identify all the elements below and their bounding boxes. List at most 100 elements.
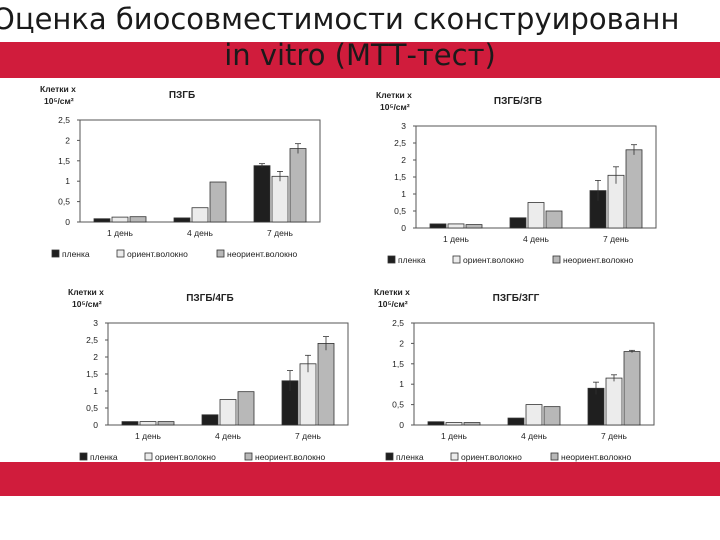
- bar-2: [111, 216, 129, 223]
- y-axis-label-line1: Клетки х: [68, 287, 104, 297]
- y-tick-label: 0,5: [392, 400, 404, 410]
- bar-2: [525, 404, 543, 426]
- y-tick-label: 1: [401, 189, 406, 199]
- legend-label: ориент.волокно: [461, 452, 522, 462]
- y-tick-label: 1,5: [86, 369, 98, 379]
- bar-3: [209, 181, 227, 223]
- y-tick-label: 2: [65, 135, 70, 145]
- legend-label: пленка: [396, 452, 424, 462]
- chart-svg: Клетки х 10⁵/см² ПЗГБ/ЗГВ 0 0,5 1 1,5 2 2,5 3 1 де…: [376, 90, 657, 265]
- chart-svg: Клетки х 10⁵/см² ПЗГБ/ЗГГ 0 0,5 1 1,5 2 2,5 1 ден…: [374, 287, 655, 462]
- bar-1: [507, 417, 525, 426]
- bar-2: [219, 399, 237, 426]
- legend-swatch: [216, 249, 225, 258]
- slide-title-line2: in vitro (МТТ-тест): [224, 38, 496, 72]
- bar-2: [299, 363, 317, 426]
- bottom-red-band: [0, 462, 720, 496]
- bar-3: [625, 149, 643, 229]
- bar-1: [427, 421, 445, 426]
- y-tick-label: 0,5: [394, 206, 406, 216]
- legend-swatch: [385, 452, 394, 461]
- bar-3: [543, 406, 561, 426]
- y-tick-label: 0,5: [86, 403, 98, 413]
- legend-label: неориент.волокно: [563, 255, 634, 265]
- y-tick-label: 0: [93, 420, 98, 430]
- y-axis-label-line2: 10⁵/см²: [72, 299, 102, 309]
- chart-panel-2: Клетки х 10⁵/см² ПЗГБ/ЗГВ 0 0,5 1 1,5 2 2,5 3 1 де…: [368, 88, 668, 278]
- bar-2: [605, 377, 623, 426]
- bar-1: [429, 223, 447, 229]
- bar-2: [447, 223, 465, 229]
- bar-3: [463, 422, 481, 426]
- legend-label: ориент.волокно: [155, 452, 216, 462]
- chart-svg: Клетки х 10⁵/см² ПЗГБ 0 0,5 1 1,5 2 2,5 1 день 4 д…: [40, 84, 321, 259]
- legend-swatch: [244, 452, 253, 461]
- y-tick-label: 3: [401, 121, 406, 131]
- legend-swatch: [51, 249, 60, 258]
- y-tick-label: 2: [401, 155, 406, 165]
- x-tick-label: 4 день: [521, 431, 547, 441]
- y-tick-label: 1,5: [392, 359, 404, 369]
- y-tick-label: 0: [401, 223, 406, 233]
- y-axis-label-line2: 10⁵/см²: [44, 96, 74, 106]
- legend-label: ориент.волокно: [463, 255, 524, 265]
- y-tick-label: 1: [399, 379, 404, 389]
- bar-3: [545, 210, 563, 229]
- bar-1: [201, 414, 219, 426]
- bar-3: [465, 224, 483, 229]
- y-tick-label: 2: [399, 338, 404, 348]
- x-tick-label: 7 день: [267, 228, 293, 238]
- x-tick-label: 1 день: [135, 431, 161, 441]
- y-tick-label: 2,5: [86, 335, 98, 345]
- legend-swatch: [450, 452, 459, 461]
- legend-swatch: [552, 255, 561, 264]
- legend-swatch: [452, 255, 461, 264]
- chart-title: ПЗГБ/ЗГВ: [494, 96, 542, 107]
- y-tick-label: 1,5: [58, 156, 70, 166]
- y-tick-label: 0: [65, 217, 70, 227]
- y-tick-label: 1,5: [394, 172, 406, 182]
- x-tick-label: 4 день: [187, 228, 213, 238]
- y-tick-label: 0: [399, 420, 404, 430]
- chart-title: ПЗГБ/ЗГГ: [493, 293, 540, 304]
- bar-2: [527, 202, 545, 229]
- chart-panel-4: Клетки х 10⁵/см² ПЗГБ/ЗГГ 0 0,5 1 1,5 2 2,5 1 ден…: [366, 285, 666, 475]
- legend-label: пленка: [62, 249, 90, 259]
- bar-3: [129, 216, 147, 223]
- y-tick-label: 1: [65, 176, 70, 186]
- bar-2: [271, 175, 289, 223]
- chart-svg: Клетки х 10⁵/см² ПЗГБ/4ГБ 0 0,5 1 1,5 2 2,5 3 1 де…: [68, 287, 349, 462]
- bar-1: [509, 217, 527, 229]
- x-tick-label: 1 день: [443, 234, 469, 244]
- legend-swatch: [79, 452, 88, 461]
- x-tick-label: 4 день: [523, 234, 549, 244]
- x-tick-label: 7 день: [601, 431, 627, 441]
- x-tick-label: 7 день: [603, 234, 629, 244]
- bar-2: [445, 422, 463, 426]
- bar-1: [121, 421, 139, 426]
- x-tick-label: 7 день: [295, 431, 321, 441]
- legend-label: неориент.волокно: [255, 452, 326, 462]
- legend-label: неориент.волокно: [227, 249, 298, 259]
- y-axis-label-line1: Клетки х: [374, 287, 410, 297]
- y-axis-label-line1: Клетки х: [40, 84, 76, 94]
- chart-title: ПЗГБ/4ГБ: [186, 293, 234, 304]
- bar-3: [157, 421, 175, 426]
- x-tick-label: 1 день: [107, 228, 133, 238]
- y-tick-label: 2: [93, 352, 98, 362]
- y-axis-label-line2: 10⁵/см²: [380, 102, 410, 112]
- x-tick-label: 4 день: [215, 431, 241, 441]
- x-tick-label: 1 день: [441, 431, 467, 441]
- legend-label: пленка: [90, 452, 118, 462]
- bar-3: [317, 343, 335, 426]
- legend-swatch: [387, 255, 396, 264]
- bar-3: [289, 148, 307, 223]
- legend-swatch: [116, 249, 125, 258]
- top-red-band: [0, 42, 720, 78]
- y-tick-label: 2,5: [58, 115, 70, 125]
- legend-swatch: [550, 452, 559, 461]
- bar-1: [173, 217, 191, 223]
- legend-label: неориент.волокно: [561, 452, 632, 462]
- bar-1: [93, 218, 111, 223]
- legend-swatch: [144, 452, 153, 461]
